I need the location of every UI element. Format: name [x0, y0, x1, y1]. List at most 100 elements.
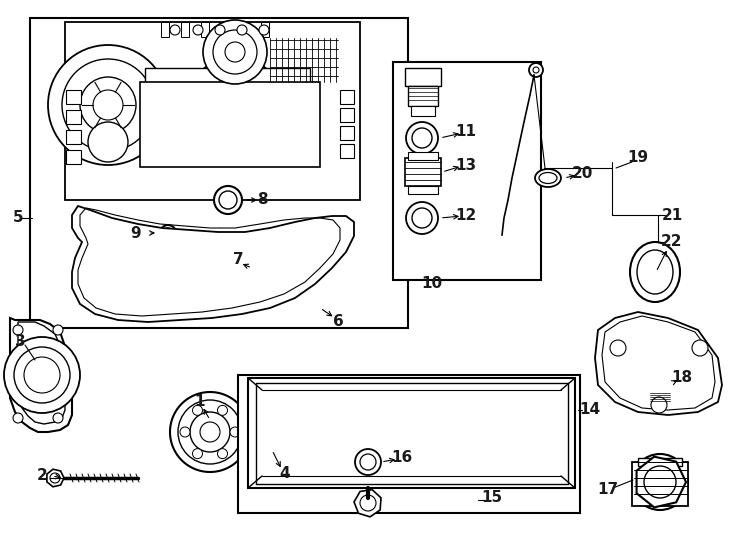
- Bar: [411, 106, 435, 116]
- Bar: [66, 110, 81, 124]
- Circle shape: [412, 128, 432, 148]
- Polygon shape: [649, 370, 672, 394]
- Bar: [201, 22, 209, 37]
- Circle shape: [13, 325, 23, 335]
- Bar: [393, 62, 541, 280]
- Circle shape: [160, 225, 176, 241]
- Bar: [405, 68, 441, 86]
- Bar: [140, 82, 320, 167]
- Text: 17: 17: [597, 483, 619, 497]
- Bar: [405, 158, 441, 186]
- Ellipse shape: [535, 169, 561, 187]
- Circle shape: [170, 392, 250, 472]
- Bar: [66, 90, 81, 104]
- Bar: [241, 22, 249, 37]
- Text: 15: 15: [482, 489, 503, 504]
- Circle shape: [203, 20, 267, 84]
- Circle shape: [62, 59, 154, 151]
- Circle shape: [692, 340, 708, 356]
- Bar: [638, 458, 682, 466]
- Circle shape: [190, 412, 230, 452]
- Polygon shape: [47, 469, 64, 487]
- Bar: [238, 375, 580, 513]
- Circle shape: [178, 400, 242, 464]
- Ellipse shape: [539, 172, 557, 184]
- Bar: [261, 22, 269, 37]
- Bar: [181, 22, 189, 37]
- Ellipse shape: [259, 416, 285, 448]
- Circle shape: [259, 25, 269, 35]
- Circle shape: [53, 325, 63, 335]
- Bar: [340, 126, 354, 140]
- Circle shape: [360, 454, 376, 470]
- Text: 11: 11: [456, 125, 476, 139]
- Circle shape: [640, 462, 680, 502]
- Polygon shape: [636, 457, 686, 508]
- Text: 18: 18: [672, 370, 693, 386]
- Polygon shape: [65, 22, 360, 200]
- Text: 7: 7: [233, 253, 243, 267]
- Ellipse shape: [637, 250, 673, 294]
- Circle shape: [213, 30, 257, 74]
- Circle shape: [610, 340, 626, 356]
- Circle shape: [192, 406, 203, 415]
- Bar: [340, 90, 354, 104]
- Circle shape: [360, 495, 376, 511]
- Circle shape: [4, 337, 80, 413]
- Circle shape: [237, 25, 247, 35]
- Text: 13: 13: [455, 158, 476, 172]
- Circle shape: [193, 25, 203, 35]
- Polygon shape: [10, 318, 72, 432]
- Circle shape: [200, 422, 220, 442]
- Circle shape: [644, 466, 676, 498]
- Bar: [145, 68, 310, 86]
- Circle shape: [14, 347, 70, 403]
- Circle shape: [53, 413, 63, 423]
- Polygon shape: [72, 206, 354, 322]
- Bar: [408, 152, 438, 160]
- Circle shape: [192, 449, 203, 458]
- Circle shape: [200, 70, 270, 140]
- Text: 6: 6: [333, 314, 344, 329]
- Circle shape: [651, 397, 667, 413]
- Circle shape: [217, 449, 228, 458]
- Bar: [161, 22, 169, 37]
- Circle shape: [88, 122, 128, 162]
- Polygon shape: [354, 490, 381, 517]
- Circle shape: [48, 45, 168, 165]
- Text: 20: 20: [571, 166, 592, 181]
- Circle shape: [225, 42, 245, 62]
- Text: 10: 10: [421, 275, 443, 291]
- Circle shape: [632, 454, 688, 510]
- Circle shape: [214, 186, 242, 214]
- Text: 12: 12: [455, 207, 476, 222]
- Text: 21: 21: [661, 207, 683, 222]
- Circle shape: [533, 67, 539, 73]
- Circle shape: [215, 85, 255, 125]
- Text: 5: 5: [12, 211, 23, 226]
- Bar: [340, 108, 354, 122]
- Bar: [408, 186, 438, 194]
- Text: 22: 22: [661, 234, 683, 249]
- Text: 16: 16: [391, 450, 413, 465]
- Circle shape: [219, 191, 237, 209]
- Bar: [66, 130, 81, 144]
- Circle shape: [80, 77, 136, 133]
- Circle shape: [187, 57, 283, 153]
- Circle shape: [355, 449, 381, 475]
- Text: 3: 3: [15, 334, 25, 349]
- Bar: [340, 144, 354, 158]
- Text: 19: 19: [628, 151, 649, 165]
- Polygon shape: [595, 312, 722, 415]
- Circle shape: [412, 208, 432, 228]
- Bar: [632, 462, 688, 506]
- Circle shape: [217, 406, 228, 415]
- Circle shape: [170, 25, 180, 35]
- Text: 9: 9: [131, 226, 142, 240]
- Circle shape: [406, 202, 438, 234]
- Ellipse shape: [263, 421, 281, 443]
- Text: 1: 1: [195, 395, 206, 409]
- Circle shape: [230, 427, 240, 437]
- Circle shape: [93, 90, 123, 120]
- Circle shape: [13, 413, 23, 423]
